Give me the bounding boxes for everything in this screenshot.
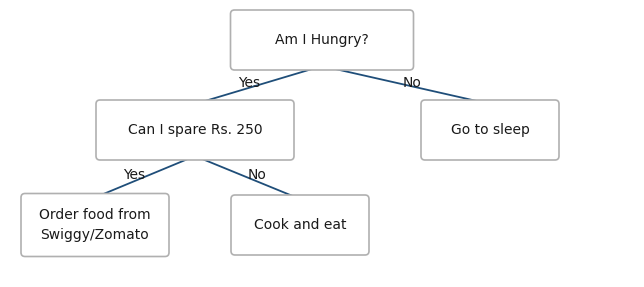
Text: Cook and eat: Cook and eat: [254, 218, 346, 232]
Text: No: No: [247, 168, 266, 182]
FancyBboxPatch shape: [96, 100, 294, 160]
Text: Yes: Yes: [238, 76, 260, 90]
Text: Yes: Yes: [123, 168, 145, 182]
Text: Can I spare Rs. 250: Can I spare Rs. 250: [128, 123, 262, 137]
Text: No: No: [402, 76, 421, 90]
Text: Go to sleep: Go to sleep: [451, 123, 529, 137]
FancyBboxPatch shape: [231, 195, 369, 255]
Text: Order food from
Swiggy/Zomato: Order food from Swiggy/Zomato: [39, 208, 151, 242]
Text: Am I Hungry?: Am I Hungry?: [275, 33, 369, 47]
FancyBboxPatch shape: [231, 10, 413, 70]
FancyBboxPatch shape: [21, 193, 169, 257]
FancyBboxPatch shape: [421, 100, 559, 160]
